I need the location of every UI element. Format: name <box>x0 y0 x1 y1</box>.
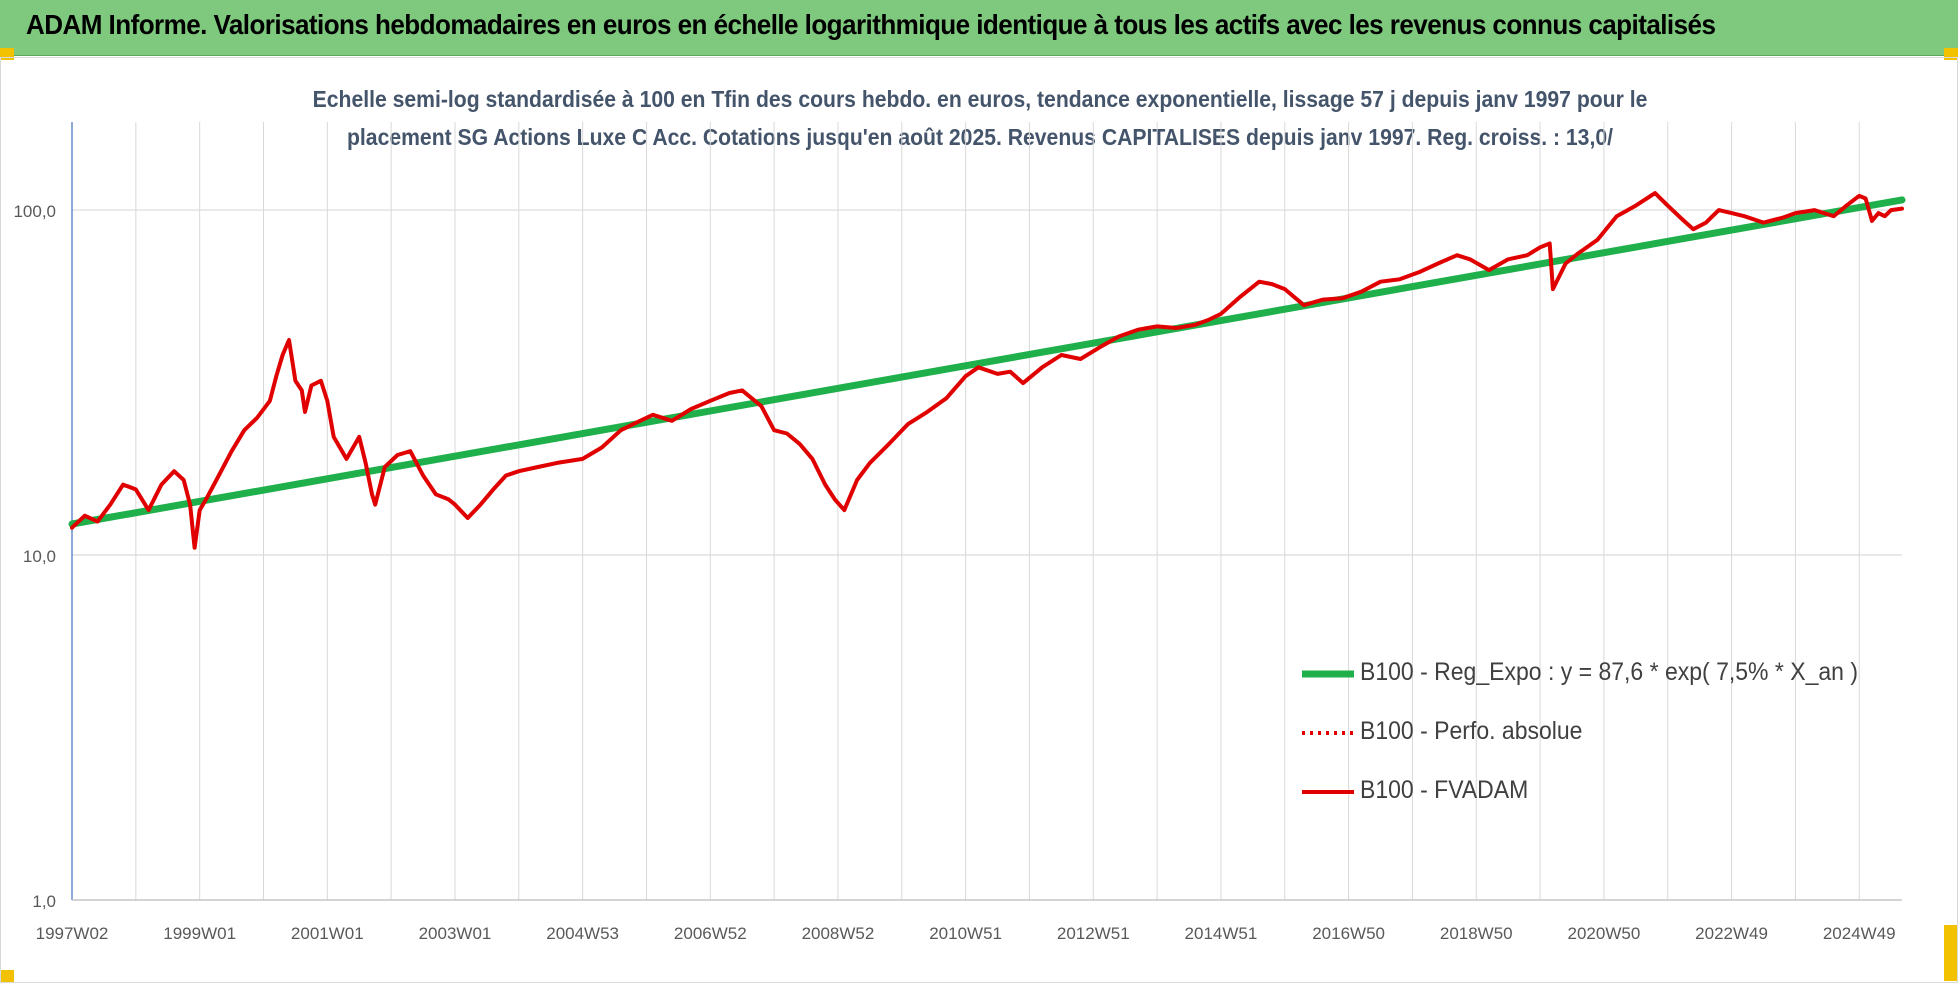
axes: 1,0 10,0 100,0 1997W02 1999W01 2001W01 2003W01… <box>13 122 1902 943</box>
x-tick-label: 1999W01 <box>163 924 236 943</box>
x-tick-label: 2008W52 <box>802 924 875 943</box>
x-tick-label: 2016W50 <box>1312 924 1385 943</box>
legend-label-1: B100 - Perfo. absolue <box>1360 717 1583 745</box>
series-layer <box>68 191 1906 550</box>
y-tick-label: 10,0 <box>23 547 56 566</box>
corner-marker-bottom-left <box>0 970 14 982</box>
series-line-0 <box>68 196 1906 528</box>
legend <box>1302 670 1354 794</box>
x-tick-label: 2006W52 <box>674 924 747 943</box>
series-line-2 <box>70 191 1904 550</box>
x-tick-label: 2022W49 <box>1695 924 1768 943</box>
x-tick-label: 2024W49 <box>1823 924 1896 943</box>
x-tick-label: 2010W51 <box>929 924 1002 943</box>
x-tick-label: 2020W50 <box>1568 924 1641 943</box>
x-tick-label: 2001W01 <box>291 924 364 943</box>
x-tick-label: 2018W50 <box>1440 924 1513 943</box>
y-tick-label: 1,0 <box>32 892 56 911</box>
x-tick-label: 2004W53 <box>546 924 619 943</box>
y-tick-label: 100,0 <box>13 202 56 221</box>
header-banner: ADAM Informe. Valorisations hebdomadaire… <box>0 0 1958 56</box>
corner-marker-bottom-right <box>1944 925 1958 981</box>
legend-label-0: B100 - Reg_Expo : y = 87,6 * exp( 7,5% *… <box>1360 658 1858 686</box>
banner-title: ADAM Informe. Valorisations hebdomadaire… <box>26 9 1716 40</box>
x-tick-label: 2012W51 <box>1057 924 1130 943</box>
chart-title-line-1: Echelle semi-log standardisée à 100 en T… <box>312 86 1648 112</box>
chart-title-line-2: placement SG Actions Luxe C Acc. Cotatio… <box>346 124 1613 150</box>
grid-lines <box>71 122 1902 901</box>
x-tick-label: 1997W02 <box>36 924 109 943</box>
x-tick-label: 2003W01 <box>419 924 492 943</box>
x-tick-label: 2014W51 <box>1185 924 1258 943</box>
legend-label-2: B100 - FVADAM <box>1360 776 1529 804</box>
